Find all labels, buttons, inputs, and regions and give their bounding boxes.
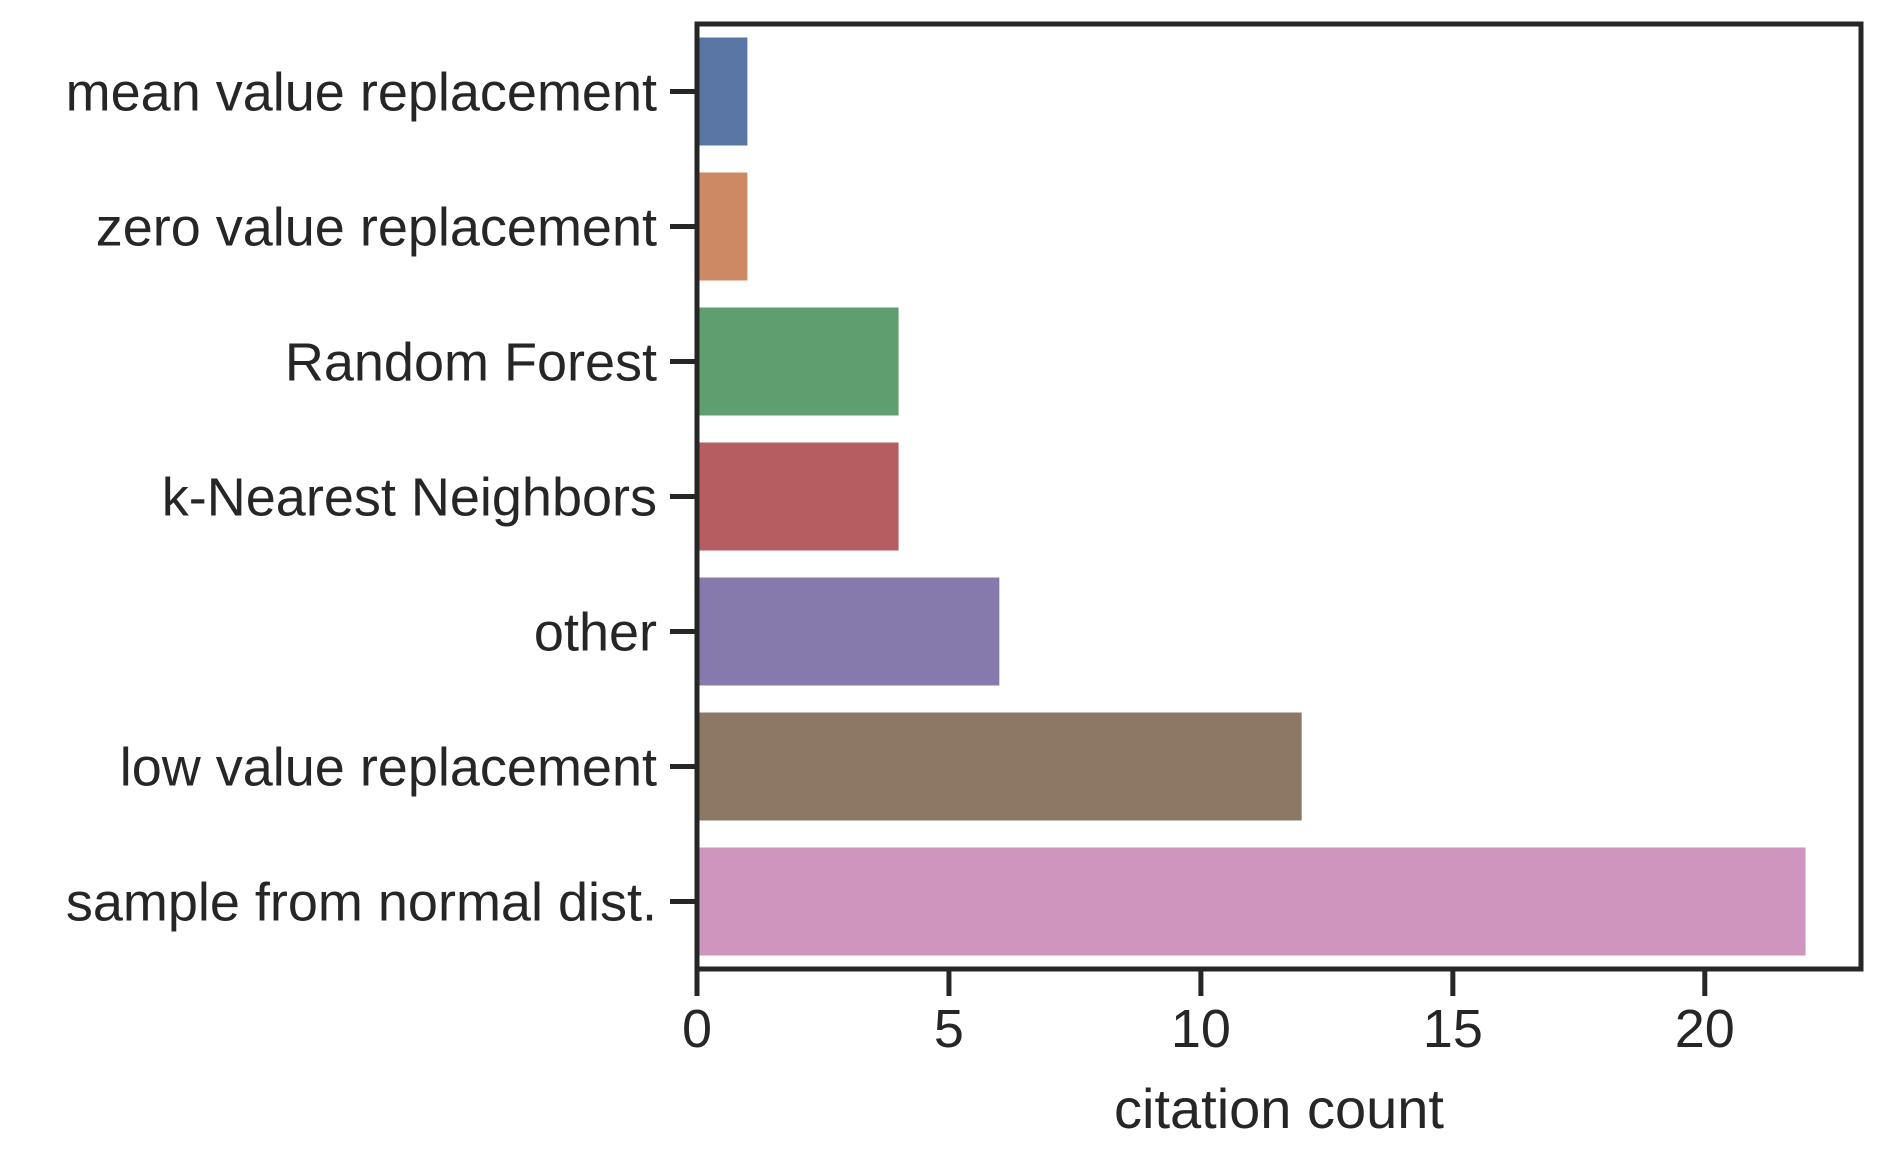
y-axis: mean value replacement zero value replace… xyxy=(66,63,697,933)
bars-group xyxy=(697,37,1806,956)
x-tick-label: 20 xyxy=(1675,999,1735,1059)
y-tick-label: zero value replacement xyxy=(96,198,657,258)
y-tick-label: mean value replacement xyxy=(66,63,657,123)
y-tick-label: sample from normal dist. xyxy=(66,873,657,933)
bar-other xyxy=(697,577,1000,686)
bar-k-nearest-neighbors xyxy=(697,442,899,551)
y-tick-label: other xyxy=(534,603,657,663)
bar-random-forest xyxy=(697,307,899,416)
x-tick-label: 0 xyxy=(682,999,712,1059)
y-tick-label: k-Nearest Neighbors xyxy=(162,468,657,528)
plot-frame xyxy=(694,21,1864,972)
y-tick-label: Random Forest xyxy=(285,333,657,393)
bar-low-value-replacement xyxy=(697,712,1302,821)
x-tick-label: 5 xyxy=(934,999,964,1059)
x-axis: 0 5 10 15 20 xyxy=(682,969,1735,1059)
x-tick-label: 10 xyxy=(1171,999,1231,1059)
bar-sample-from-normal-dist xyxy=(697,847,1806,956)
y-tick-label: low value replacement xyxy=(120,738,657,798)
bar-mean-value-replacement xyxy=(697,37,748,146)
x-tick-label: 15 xyxy=(1423,999,1483,1059)
bar-zero-value-replacement xyxy=(697,172,748,281)
x-axis-label: citation count xyxy=(1114,1077,1444,1140)
